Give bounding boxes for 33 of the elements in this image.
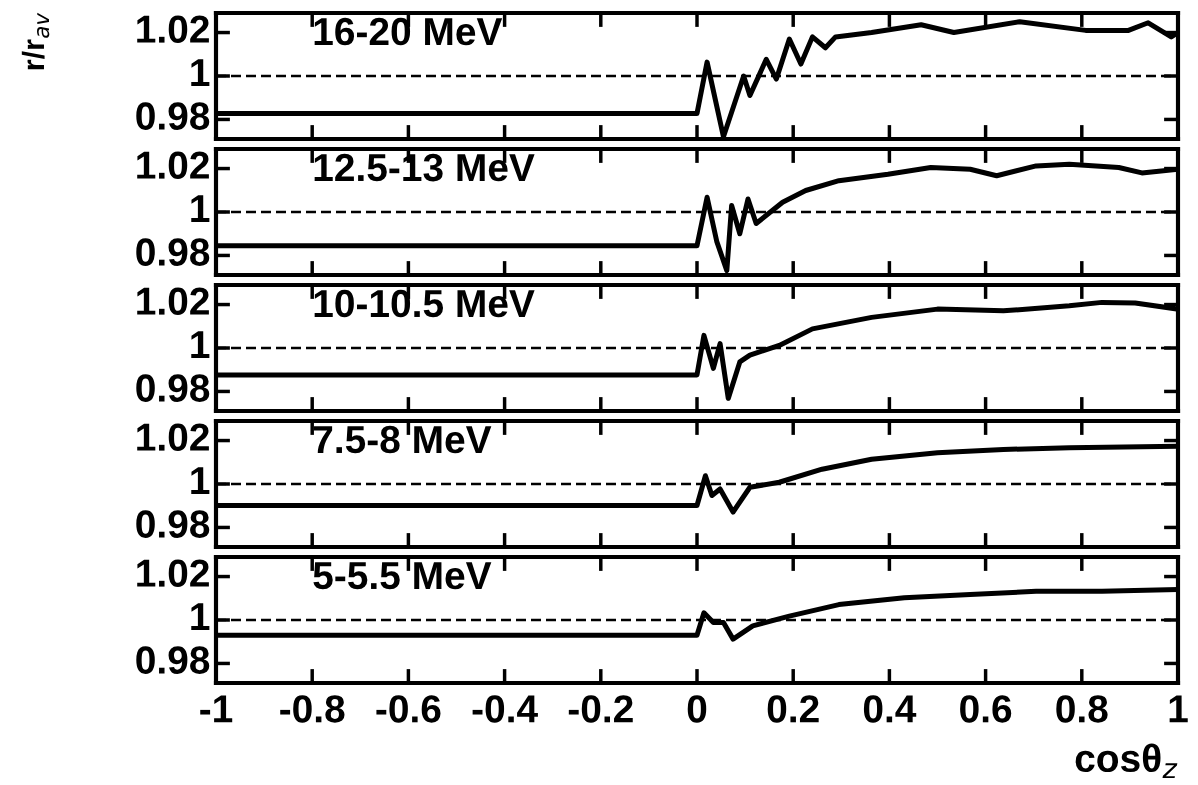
annotation: 12.5-13 MeV <box>314 153 535 182</box>
y-tick-label: 1 <box>191 467 210 495</box>
y-tick-label: 0.98 <box>136 374 210 402</box>
x-tick-label: 0 <box>687 695 707 723</box>
y-tick-label: 1 <box>191 331 210 359</box>
y-tick-label: 0.98 <box>136 646 210 674</box>
annotation: 16-20 MeV <box>314 17 503 46</box>
y-tick-label: 0.98 <box>136 238 210 266</box>
annotation: 5-5.5 MeV <box>313 562 492 590</box>
y-tick-label: 0.98 <box>136 510 210 538</box>
annotation: 7.5-8 MeV <box>313 425 492 454</box>
y-tick-label: 0.98 <box>136 102 210 130</box>
x-tick-label: 1 <box>1169 695 1188 723</box>
y-axis-title: r/r$_{av}$ <box>21 12 50 70</box>
x-tick-label: 0.6 <box>960 695 1012 723</box>
x-tick-label: -0.4 <box>472 695 538 723</box>
y-tick-label: 1 <box>191 195 210 223</box>
annotation: 10-10.5 MeV <box>314 289 535 318</box>
x-tick-label: 0.8 <box>1056 695 1108 723</box>
x-axis-title: cosθ$_{z}$ <box>1075 743 1178 779</box>
y-tick-label: 1 <box>191 59 210 87</box>
x-tick-label: -0.2 <box>568 695 633 723</box>
x-tick-label: 0.2 <box>767 695 819 723</box>
y-tick-label: 1.02 <box>137 151 209 179</box>
y-tick-label: 1.02 <box>137 15 209 43</box>
y-tick-label: 1.02 <box>137 287 209 315</box>
y-tick-label: 1.02 <box>137 423 209 451</box>
x-tick-label: -0.8 <box>280 695 345 723</box>
y-tick-label: 1 <box>191 603 210 631</box>
x-tick-label: -1 <box>200 695 233 723</box>
x-tick-label: 0.4 <box>863 695 917 723</box>
y-tick-label: 1.02 <box>137 559 209 587</box>
x-tick-label: -0.6 <box>376 695 441 723</box>
